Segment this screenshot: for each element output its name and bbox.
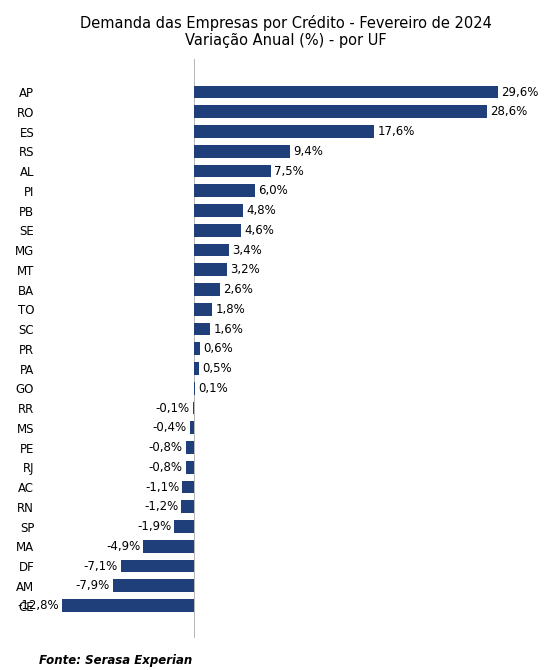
Text: 17,6%: 17,6% bbox=[378, 125, 415, 138]
Text: -0,8%: -0,8% bbox=[149, 461, 183, 474]
Bar bbox=[194, 165, 271, 178]
Bar bbox=[194, 105, 487, 118]
Title: Demanda das Empresas por Crédito - Fevereiro de 2024
Variação Anual (%) - por UF: Demanda das Empresas por Crédito - Fever… bbox=[80, 15, 492, 48]
Text: -4,9%: -4,9% bbox=[106, 540, 140, 553]
Bar bbox=[121, 559, 194, 572]
Bar bbox=[194, 244, 229, 257]
Text: -1,9%: -1,9% bbox=[137, 520, 171, 533]
Bar bbox=[194, 184, 255, 197]
Text: 3,4%: 3,4% bbox=[232, 243, 261, 257]
Text: 4,6%: 4,6% bbox=[244, 224, 274, 237]
Text: -7,1%: -7,1% bbox=[84, 559, 118, 573]
Bar bbox=[194, 86, 497, 98]
Bar bbox=[193, 401, 194, 415]
Text: 2,6%: 2,6% bbox=[223, 283, 253, 296]
Text: 29,6%: 29,6% bbox=[501, 86, 538, 98]
Text: 0,5%: 0,5% bbox=[202, 362, 232, 375]
Bar bbox=[190, 421, 194, 434]
Bar bbox=[194, 283, 221, 296]
Text: 28,6%: 28,6% bbox=[490, 105, 527, 119]
Text: Fonte: Serasa Experian: Fonte: Serasa Experian bbox=[39, 654, 192, 667]
Text: 0,6%: 0,6% bbox=[203, 342, 233, 355]
Text: -0,1%: -0,1% bbox=[155, 401, 190, 415]
Bar bbox=[194, 204, 243, 217]
Bar bbox=[113, 580, 194, 592]
Text: -12,8%: -12,8% bbox=[18, 599, 59, 612]
Text: 1,8%: 1,8% bbox=[216, 303, 245, 316]
Bar bbox=[194, 362, 199, 375]
Text: -1,2%: -1,2% bbox=[144, 500, 178, 513]
Text: 0,1%: 0,1% bbox=[198, 382, 228, 395]
Bar bbox=[194, 145, 290, 157]
Text: 6,0%: 6,0% bbox=[258, 184, 288, 197]
Bar bbox=[174, 520, 194, 533]
Text: 1,6%: 1,6% bbox=[213, 322, 243, 336]
Bar bbox=[194, 342, 200, 355]
Bar bbox=[194, 322, 210, 336]
Bar bbox=[182, 500, 194, 513]
Text: -0,8%: -0,8% bbox=[149, 441, 183, 454]
Text: 3,2%: 3,2% bbox=[229, 263, 260, 276]
Text: 4,8%: 4,8% bbox=[246, 204, 276, 217]
Text: -0,4%: -0,4% bbox=[153, 421, 187, 434]
Bar bbox=[194, 382, 195, 395]
Bar bbox=[194, 303, 212, 316]
Bar bbox=[194, 224, 241, 237]
Bar bbox=[62, 599, 194, 612]
Bar bbox=[144, 540, 194, 553]
Text: -7,9%: -7,9% bbox=[75, 580, 110, 592]
Bar bbox=[183, 480, 194, 493]
Text: 7,5%: 7,5% bbox=[274, 165, 304, 178]
Bar bbox=[194, 263, 227, 276]
Bar bbox=[185, 461, 194, 474]
Text: -1,1%: -1,1% bbox=[145, 480, 179, 494]
Bar bbox=[194, 125, 374, 138]
Bar bbox=[185, 441, 194, 454]
Text: 9,4%: 9,4% bbox=[294, 145, 323, 157]
